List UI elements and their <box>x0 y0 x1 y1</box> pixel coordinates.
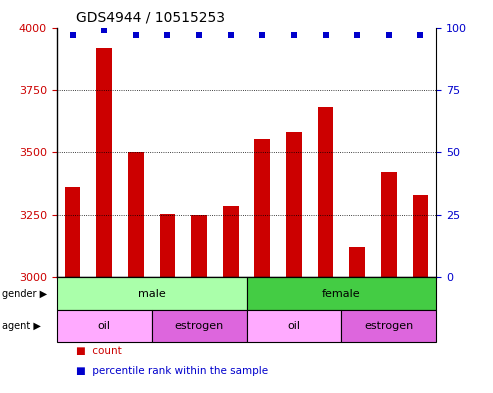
Bar <box>96 48 112 277</box>
Bar <box>381 173 397 277</box>
Bar <box>350 248 365 277</box>
Point <box>100 27 108 33</box>
Text: ■  percentile rank within the sample: ■ percentile rank within the sample <box>76 366 269 376</box>
Bar <box>57 277 246 310</box>
Point <box>164 32 172 38</box>
Bar <box>57 310 152 342</box>
Text: oil: oil <box>287 321 300 331</box>
Bar <box>160 214 176 277</box>
Bar <box>246 310 341 342</box>
Point <box>69 32 76 38</box>
Bar <box>223 206 239 277</box>
Text: gender ▶: gender ▶ <box>2 288 48 299</box>
Bar <box>65 187 80 277</box>
Point <box>132 32 140 38</box>
Point <box>385 32 393 38</box>
Point <box>353 32 361 38</box>
Text: GDS4944 / 10515253: GDS4944 / 10515253 <box>76 11 225 25</box>
Text: oil: oil <box>98 321 110 331</box>
Bar <box>317 108 333 277</box>
Point <box>321 32 329 38</box>
Bar <box>286 132 302 277</box>
Point <box>290 32 298 38</box>
Point <box>227 32 235 38</box>
Text: estrogen: estrogen <box>175 321 224 331</box>
Text: male: male <box>138 288 166 299</box>
Text: female: female <box>322 288 361 299</box>
Text: agent ▶: agent ▶ <box>2 321 41 331</box>
Bar <box>341 310 436 342</box>
Bar <box>128 152 143 277</box>
Text: estrogen: estrogen <box>364 321 414 331</box>
Point <box>258 32 266 38</box>
Bar <box>413 195 428 277</box>
Bar <box>191 215 207 277</box>
Point <box>417 32 424 38</box>
Bar <box>254 139 270 277</box>
Bar <box>152 310 246 342</box>
Text: ■  count: ■ count <box>76 346 122 356</box>
Point <box>195 32 203 38</box>
Bar <box>246 277 436 310</box>
